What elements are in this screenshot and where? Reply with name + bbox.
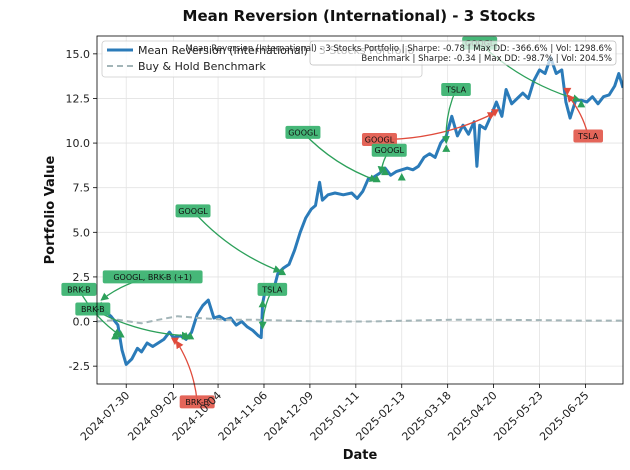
buy-marker <box>258 299 267 308</box>
sell-marker <box>170 337 179 346</box>
buy-marker <box>397 172 406 181</box>
sell-marker <box>563 87 572 96</box>
buy-marker <box>442 144 451 152</box>
annotation-label-box <box>285 125 321 139</box>
annotation-label-box <box>573 129 604 143</box>
stats-box: Mean Reversion (International) - 3 Stock… <box>185 40 617 66</box>
y-tick-label: 0.0 <box>73 316 91 329</box>
annotation-label: GOOGL <box>365 136 395 145</box>
stats-line-benchmark: Benchmark | Sharpe: -0.34 | Max DD: -98.… <box>361 54 612 64</box>
annotation-label-box <box>361 133 397 147</box>
series-line-benchmark <box>97 315 623 325</box>
annotation-label-box <box>102 270 203 284</box>
x-axis-title: Date <box>343 448 378 463</box>
annotation-label-box <box>257 282 288 296</box>
annotation-arrow <box>192 210 282 273</box>
annotation-label-box <box>61 282 97 296</box>
annotation-label: BRK-B <box>81 305 105 314</box>
y-tick-label: 12.5 <box>66 92 91 105</box>
y-tick-label: 5.0 <box>73 226 91 239</box>
annotation-label-box <box>175 204 211 218</box>
annotation-label: GOOGL <box>178 207 208 216</box>
annotation-label: TSLA <box>445 86 467 95</box>
annotation-label: BRK-B <box>67 285 91 294</box>
y-tick-label: 7.5 <box>73 182 91 195</box>
y-tick-label: 2.5 <box>73 271 91 284</box>
y-tick-label: 15.0 <box>66 48 91 61</box>
annotation-label-box <box>179 395 215 409</box>
annotation-label-box <box>371 143 407 157</box>
annotation-label: BRK-B <box>185 398 209 407</box>
annotation-label: TSLA <box>577 132 599 141</box>
chart-title: Mean Reversion (International) - 3 Stock… <box>183 7 536 25</box>
annotation-label-box <box>75 302 111 316</box>
buy-marker <box>577 99 586 108</box>
annotation-label: GOOGL, BRK-B (+1) <box>113 273 192 282</box>
stats-line-strategy: Mean Reversion (International) - 3 Stock… <box>185 44 612 54</box>
annotation-label: GOOGL <box>288 128 318 137</box>
plot-frame <box>96 35 624 385</box>
stats-box-frame <box>309 40 617 66</box>
annotation-label: GOOGL <box>374 146 404 155</box>
y-tick-label: 10.0 <box>66 137 91 150</box>
legend-label-benchmark: Buy & Hold Benchmark <box>138 60 266 73</box>
y-axis-title: Portfolio Value <box>43 155 58 264</box>
y-tick-label: -2.5 <box>69 360 90 373</box>
annotation-label: TSLA <box>261 285 283 294</box>
annotation-label-box <box>441 83 471 97</box>
buy-marker <box>278 267 287 276</box>
